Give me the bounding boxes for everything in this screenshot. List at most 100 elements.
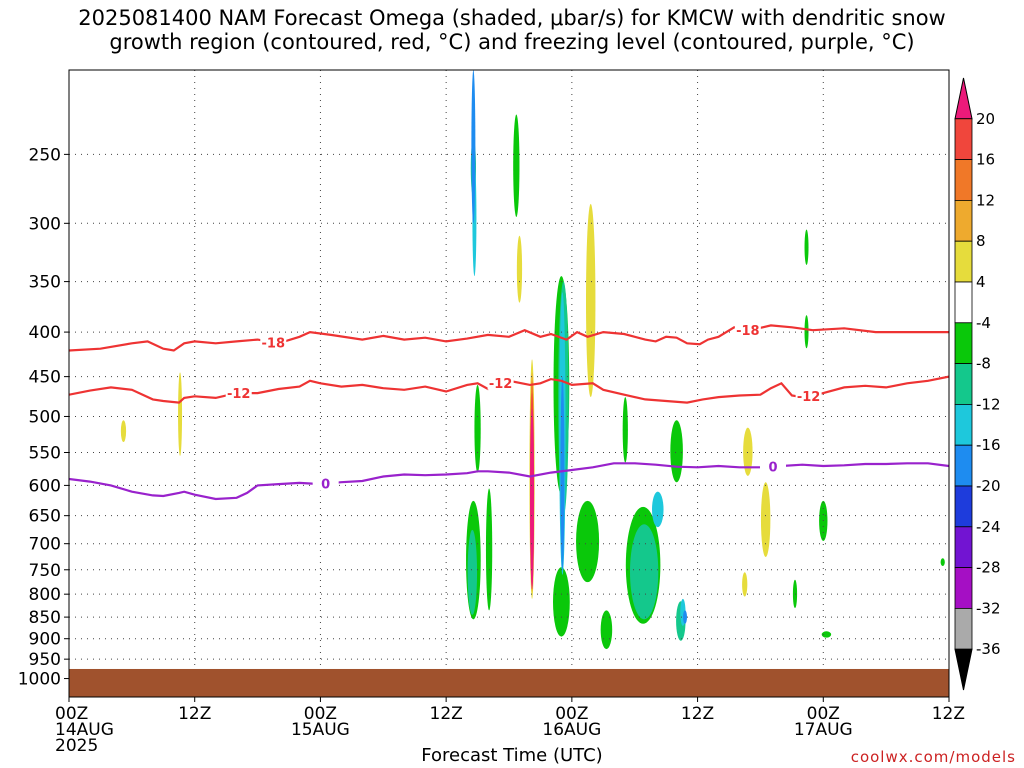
omega-region <box>670 420 683 483</box>
contour-label-bg <box>795 388 822 403</box>
omega-region <box>743 427 753 476</box>
colorbar-label: -36 <box>976 640 1001 658</box>
contour-label: -12 <box>797 390 821 405</box>
y-axis-ticks: 2503003504004505005506006507007508008509… <box>18 145 69 690</box>
omega-region <box>120 420 127 443</box>
colorbar-label: -4 <box>976 314 991 332</box>
colorbar-segment <box>954 118 973 161</box>
omega-region <box>485 488 493 611</box>
colorbar-label: 16 <box>976 151 995 169</box>
x-tick-label: 00Z <box>555 704 588 724</box>
y-tick-label: 750 <box>29 561 61 581</box>
colorbar-segment <box>954 322 973 364</box>
omega-region <box>576 500 600 583</box>
y-tick-label: 250 <box>29 145 61 165</box>
omega-region <box>652 491 664 528</box>
y-tick-label: 950 <box>29 650 61 670</box>
y-tick-label: 1000 <box>18 670 61 690</box>
y-tick-label: 450 <box>29 368 61 388</box>
contour-label-bg <box>225 386 252 401</box>
y-tick-label: 700 <box>29 535 61 555</box>
y-tick-label: 650 <box>29 507 61 527</box>
colorbar-label: -28 <box>976 559 1001 577</box>
colorbar-label: -16 <box>976 436 1001 454</box>
omega-region <box>178 372 183 456</box>
x-tick-label: 16AUG <box>542 720 601 740</box>
colorbar-segment <box>954 526 973 568</box>
omega-colorbar: 20 16 12 8 4 -4 -8 -12 -16 -20 -24 -28 -32 -36 <box>954 77 1001 691</box>
colorbar-segment <box>954 240 973 283</box>
omega-region <box>821 631 832 638</box>
colorbar-label: 12 <box>976 191 995 209</box>
omega-region <box>553 567 570 637</box>
contour-label: -12 <box>227 387 251 402</box>
colorbar-segment <box>954 485 973 528</box>
contour-label: -12 <box>489 377 513 392</box>
omega-region <box>586 203 596 398</box>
omega-region <box>760 482 771 557</box>
omega-region <box>622 397 628 463</box>
contour-line <box>69 462 949 501</box>
x-tick-label: 12Z <box>932 704 965 724</box>
y-tick-label: 600 <box>29 476 61 496</box>
omega-shading <box>120 70 945 650</box>
omega-region <box>471 70 476 224</box>
y-tick-label: 350 <box>29 273 61 293</box>
y-tick-label: 900 <box>29 630 61 650</box>
colorbar-label: -32 <box>976 599 1001 617</box>
colorbar-label: -8 <box>976 355 991 373</box>
y-tick-label: 550 <box>29 444 61 464</box>
omega-region <box>600 610 613 650</box>
y-tick-label: 500 <box>29 407 61 427</box>
colorbar-label: -12 <box>976 395 1001 413</box>
x-tick-label: 15AUG <box>291 720 350 740</box>
colorbar-label: -20 <box>976 477 1001 495</box>
colorbar-segment <box>954 608 973 650</box>
colorbar-segment <box>954 281 973 324</box>
contour-label-bg <box>312 476 339 491</box>
x-tick-label: 12Z <box>178 704 211 724</box>
contour-label: -18 <box>736 324 760 339</box>
colorbar-label: 8 <box>976 232 986 250</box>
omega-region <box>516 235 523 303</box>
surface-terrain <box>69 668 949 697</box>
y-tick-label: 300 <box>29 214 61 234</box>
x-tick-label: 00Z <box>55 704 88 724</box>
colorbar-label: -24 <box>976 518 1001 536</box>
omega-region <box>530 408 535 590</box>
omega-region <box>513 114 520 217</box>
chart-title: 2025081400 NAM Forecast Omega (shaded, μ… <box>78 6 946 54</box>
source-credit: coolwx.com/models <box>850 748 1016 766</box>
x-tick-label: 12Z <box>681 704 714 724</box>
colorbar-segment <box>954 363 973 405</box>
colorbar-label: 20 <box>976 110 995 128</box>
x-tick-label: 00Z <box>807 704 840 724</box>
contour-label-bg <box>760 459 786 474</box>
contour-label: 0 <box>768 461 777 476</box>
contour-lines: -18 -18 -12 -12 -12 0 0 <box>69 322 949 501</box>
contour-label: -18 <box>262 336 286 351</box>
contour-line <box>69 324 949 352</box>
colorbar-segment <box>954 159 973 201</box>
plot-frame <box>68 69 950 698</box>
y-tick-label: 850 <box>29 608 61 628</box>
omega-region <box>560 376 565 570</box>
omega-region <box>474 384 481 473</box>
colorbar-segment <box>954 199 973 242</box>
omega-region <box>804 315 809 349</box>
x-tick-label: 17AUG <box>794 720 853 740</box>
omega-region <box>804 229 809 266</box>
x-tick-label: 2025 <box>55 736 98 756</box>
omega-region <box>742 572 748 597</box>
omega-region <box>940 558 945 566</box>
colorbar-label: 4 <box>976 273 986 291</box>
colorbar-segment <box>954 403 973 446</box>
x-axis-label: Forecast Time (UTC) <box>421 745 603 766</box>
contour-label-bg <box>487 375 514 390</box>
contour-label-bg <box>734 322 761 337</box>
colorbar-segment <box>954 567 973 609</box>
contour-label: 0 <box>321 478 330 493</box>
omega-region <box>630 524 659 620</box>
